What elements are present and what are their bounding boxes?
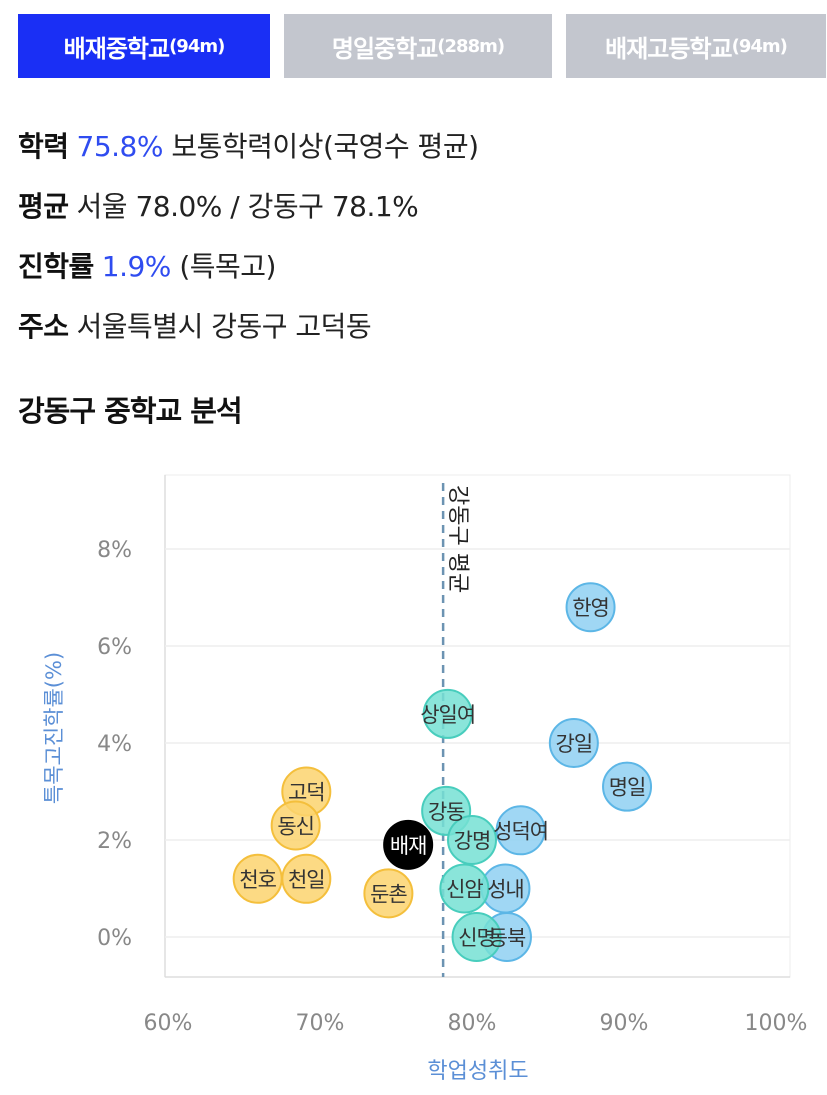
admission-rate-desc: (특목고)	[179, 250, 276, 283]
data-point-label: 신암	[446, 878, 483, 902]
average-row: 평균 서울 78.0% / 강동구 78.1%	[18, 182, 479, 242]
data-point	[363, 868, 414, 919]
school-info: 학력 75.8% 보통학력이상(국영수 평균) 평균 서울 78.0% / 강동구 …	[18, 122, 479, 362]
data-point-label: 한영	[572, 596, 609, 620]
data-point-label: 강동	[428, 800, 465, 824]
data-point	[270, 800, 321, 851]
x-tick-label: 80%	[448, 1011, 497, 1036]
data-point	[495, 805, 546, 856]
data-point	[439, 863, 490, 914]
tab-name: 배재중학교	[63, 34, 170, 63]
data-point	[383, 819, 434, 870]
tab-distance: (94m)	[731, 35, 788, 57]
data-point-label: 둔촌	[370, 882, 407, 906]
data-point	[422, 688, 473, 739]
data-point	[602, 761, 653, 812]
data-point-label: 동북	[489, 926, 526, 950]
achievement-row: 학력 75.8% 보통학력이상(국영수 평균)	[18, 122, 479, 182]
data-point	[548, 718, 599, 768]
data-point-label: 동신	[277, 814, 314, 838]
school-tabs: 배재중학교 (94m) 명일중학교 (288m) 배재고등학교 (94m)	[18, 14, 826, 78]
y-tick-label: 0%	[97, 926, 132, 951]
tab-baejae-middle[interactable]: 배재중학교 (94m)	[18, 14, 270, 78]
average-desc: 서울 78.0% / 강동구 78.1%	[76, 190, 419, 223]
achievement-label: 학력	[18, 130, 69, 163]
section-title: 강동구 중학교 분석	[18, 394, 243, 428]
x-axis-title: 학업성취도	[427, 1059, 528, 1084]
data-point-label: 고덕	[288, 781, 325, 805]
address-value: 서울특별시 강동구 고덕동	[76, 310, 372, 343]
average-reference-label: 강동구 평균	[445, 485, 470, 593]
data-point	[451, 912, 502, 962]
data-point-label: 강명	[454, 829, 491, 853]
tab-myeongil-middle[interactable]: 명일중학교 (288m)	[284, 14, 552, 78]
data-point-label: 신명	[458, 926, 495, 950]
data-point-label: 천호	[239, 868, 276, 892]
tab-distance: (94m)	[169, 35, 225, 57]
admission-rate-value: 1.9%	[101, 250, 172, 283]
data-point-label: 상일여	[420, 703, 475, 727]
address-label: 주소	[18, 310, 69, 343]
tab-name: 배재고등학교	[605, 34, 732, 63]
data-point-label: 강일	[556, 732, 593, 756]
x-tick-label: 70%	[296, 1011, 345, 1036]
average-label: 평균	[18, 190, 69, 223]
y-axis-title: 특목고진학률(%)	[42, 652, 66, 804]
data-point-label: 배재	[390, 834, 427, 858]
tab-distance: (288m)	[437, 35, 505, 57]
achievement-value: 75.8%	[76, 130, 164, 163]
y-tick-label: 6%	[97, 635, 132, 660]
data-point	[281, 853, 332, 904]
y-tick-label: 4%	[97, 732, 132, 757]
data-point	[565, 582, 616, 633]
achievement-desc: 보통학력이상(국영수 평균)	[171, 130, 479, 163]
tab-name: 명일중학교	[331, 34, 438, 63]
address-row: 주소 서울특별시 강동구 고덕동	[18, 302, 479, 362]
data-point-label: 성덕여	[493, 819, 548, 843]
data-point-label: 천일	[288, 868, 325, 892]
tab-baejae-high[interactable]: 배재고등학교 (94m)	[566, 14, 826, 78]
x-tick-label: 100%	[745, 1011, 808, 1036]
data-point-label: 명일	[609, 776, 646, 800]
admission-rate-row: 진학률 1.9% (특목고)	[18, 242, 479, 302]
x-tick-label: 60%	[144, 1011, 193, 1036]
x-tick-label: 90%	[600, 1011, 649, 1036]
data-point	[447, 815, 497, 865]
y-tick-label: 8%	[97, 538, 132, 563]
data-point-label: 성내	[487, 878, 524, 902]
admission-rate-label: 진학률	[18, 250, 94, 283]
y-tick-label: 2%	[97, 829, 132, 854]
